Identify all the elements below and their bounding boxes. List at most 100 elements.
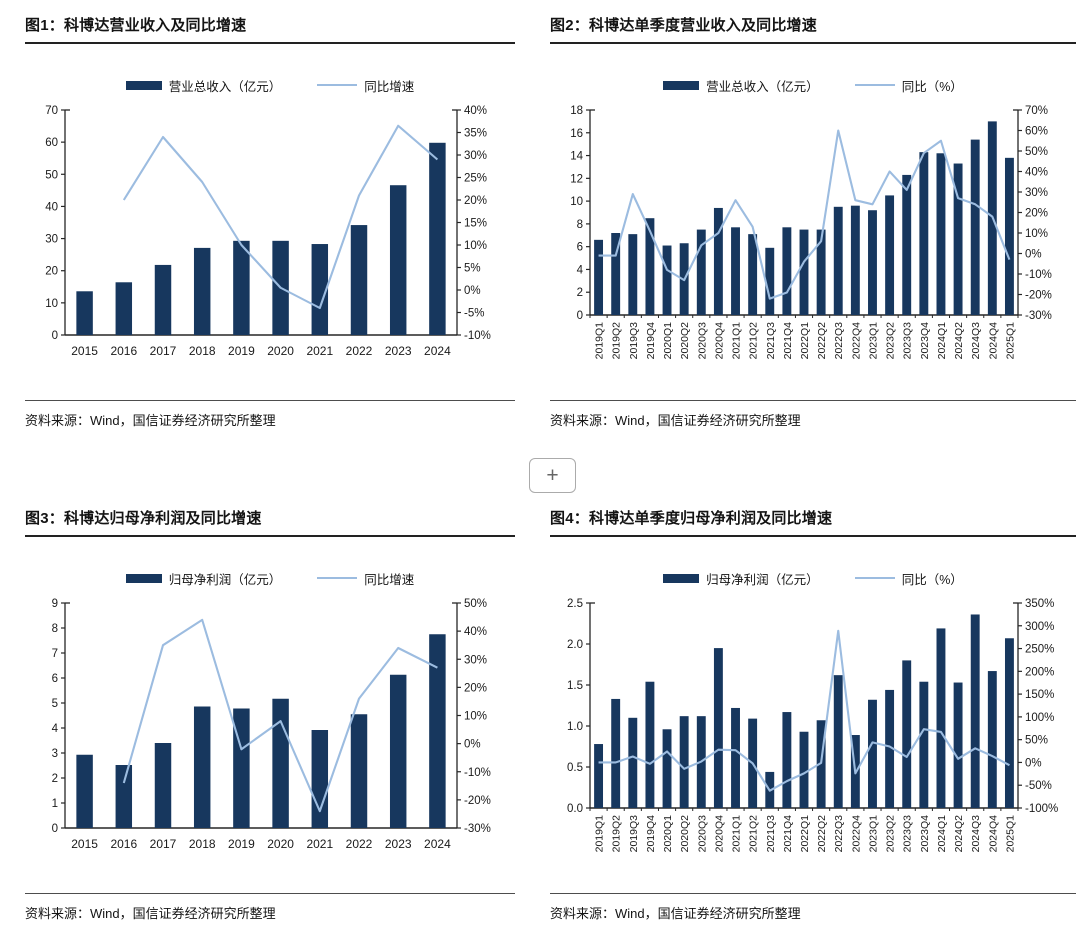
svg-text:-10%: -10%	[464, 767, 491, 779]
svg-text:2024Q4: 2024Q4	[987, 322, 999, 360]
svg-text:10%: 10%	[1025, 228, 1048, 240]
svg-text:6: 6	[577, 242, 583, 254]
svg-text:2024Q3: 2024Q3	[970, 322, 982, 360]
svg-text:16: 16	[570, 128, 583, 140]
svg-text:10%: 10%	[464, 240, 487, 252]
svg-text:8: 8	[577, 219, 583, 231]
svg-text:150%: 150%	[1025, 689, 1054, 701]
figure-2-legend: 营业总收入（亿元） 同比（%）	[550, 76, 1076, 94]
svg-text:2022Q4: 2022Q4	[850, 815, 862, 853]
svg-text:30%: 30%	[464, 654, 487, 666]
figure-1-chart: 0 10 20 30 40 50 60 70 -10% -5% 0% 5% 10% 15% 20% 25% 30…	[45, 105, 491, 358]
svg-text:250%: 250%	[1025, 644, 1054, 656]
figure-4-panel: 图4：科博达单季度归母净利润及同比增速 归母净利润（亿元） 同比（%） 0.0 0…	[550, 503, 1076, 922]
bar-series-swatch-icon	[663, 573, 700, 583]
svg-text:2023Q3: 2023Q3	[902, 322, 914, 360]
expand-plus-button[interactable]: +	[529, 458, 576, 493]
legend-item-line: 同比增速	[317, 76, 414, 95]
svg-text:-20%: -20%	[1025, 290, 1052, 302]
svg-text:40%: 40%	[1025, 167, 1048, 179]
line-series-swatch-icon	[317, 84, 358, 86]
figure-3-legend: 归母净利润（亿元） 同比增速	[25, 569, 515, 587]
svg-text:20%: 20%	[464, 195, 487, 207]
svg-text:10: 10	[45, 298, 58, 310]
figure-4-legend: 归母净利润（亿元） 同比（%）	[550, 569, 1076, 587]
figure-2-title: 图2：科博达单季度营业收入及同比增速	[550, 10, 1076, 44]
svg-text:60%: 60%	[1025, 126, 1048, 138]
svg-text:40: 40	[45, 201, 58, 213]
svg-text:50%: 50%	[464, 598, 487, 610]
legend-item-line: 同比（%）	[854, 569, 963, 588]
svg-text:0%: 0%	[464, 285, 481, 297]
svg-text:2022: 2022	[346, 837, 373, 851]
figure-2-chart: 0 2 4 6 8 10 12 14 16 18 -30% -20% -10% 0% 10% 20% 30% 40…	[570, 105, 1052, 360]
svg-text:2021Q3: 2021Q3	[765, 322, 777, 360]
svg-text:-10%: -10%	[464, 330, 491, 342]
line-series-label: 同比（%）	[901, 79, 963, 94]
svg-text:2015: 2015	[71, 344, 98, 358]
svg-text:1.5: 1.5	[567, 680, 583, 692]
svg-text:2020Q3: 2020Q3	[696, 322, 708, 360]
svg-text:0: 0	[52, 823, 58, 835]
svg-text:2021Q1: 2021Q1	[731, 322, 743, 360]
svg-text:10: 10	[570, 196, 583, 208]
figure-3-title: 图3：科博达归母净利润及同比增速	[25, 503, 515, 537]
svg-text:2022Q1: 2022Q1	[799, 322, 811, 360]
svg-text:2020Q3: 2020Q3	[696, 815, 708, 853]
svg-text:2016: 2016	[110, 837, 137, 851]
figure-1-legend: 营业总收入（亿元） 同比增速	[25, 76, 515, 94]
svg-text:-30%: -30%	[464, 823, 491, 835]
svg-text:2023: 2023	[385, 837, 412, 851]
line-series-label: 同比（%）	[901, 572, 963, 587]
svg-text:2020Q2: 2020Q2	[679, 322, 691, 360]
svg-text:2.5: 2.5	[567, 598, 583, 610]
svg-text:2020Q4: 2020Q4	[713, 815, 725, 853]
svg-text:2024: 2024	[424, 344, 451, 358]
svg-text:2019Q2: 2019Q2	[611, 815, 623, 853]
svg-text:2019Q3: 2019Q3	[628, 815, 640, 853]
svg-text:2024Q1: 2024Q1	[936, 322, 948, 360]
svg-text:40%: 40%	[464, 105, 487, 117]
svg-text:40%: 40%	[464, 626, 487, 638]
svg-text:1.0: 1.0	[567, 721, 583, 733]
svg-text:8: 8	[52, 623, 58, 635]
svg-text:2022Q3: 2022Q3	[833, 322, 845, 360]
svg-text:2015: 2015	[71, 837, 98, 851]
svg-text:0%: 0%	[464, 739, 481, 751]
svg-text:2: 2	[577, 287, 583, 299]
svg-text:-10%: -10%	[1025, 269, 1052, 281]
svg-text:20%: 20%	[464, 682, 487, 694]
svg-text:2023Q2: 2023Q2	[885, 322, 897, 360]
svg-text:2018: 2018	[189, 837, 216, 851]
legend-item-bar: 营业总收入（亿元）	[125, 76, 281, 95]
svg-text:2023Q3: 2023Q3	[902, 815, 914, 853]
svg-text:2023Q4: 2023Q4	[919, 815, 931, 853]
bar-series-label: 归母净利润（亿元）	[168, 572, 282, 587]
svg-text:-100%: -100%	[1025, 803, 1058, 815]
legend-item-bar: 归母净利润（亿元）	[663, 569, 819, 588]
svg-text:2023Q2: 2023Q2	[885, 815, 897, 853]
svg-text:2016: 2016	[110, 344, 137, 358]
svg-text:2021Q3: 2021Q3	[765, 815, 777, 853]
figure-1-panel: 图1：科博达营业收入及同比增速 营业总收入（亿元） 同比增速 0 10 20 30 40…	[25, 10, 515, 429]
svg-text:5: 5	[52, 698, 58, 710]
svg-text:2021: 2021	[306, 344, 333, 358]
svg-text:2018: 2018	[189, 344, 216, 358]
svg-text:0: 0	[577, 310, 583, 322]
svg-text:0.5: 0.5	[567, 762, 583, 774]
svg-text:2021: 2021	[306, 837, 333, 851]
svg-text:4: 4	[577, 264, 584, 276]
figure-4-chart: 0.0 0.5 1.0 1.5 2.0 2.5 -100% -50% 0% 50% 100% 150%…	[567, 598, 1058, 853]
svg-text:2021Q2: 2021Q2	[748, 815, 760, 853]
legend-item-bar: 营业总收入（亿元）	[663, 76, 819, 95]
svg-text:2021Q1: 2021Q1	[731, 815, 743, 853]
svg-text:2020Q1: 2020Q1	[662, 322, 674, 360]
bar-series-swatch-icon	[125, 80, 162, 90]
svg-text:2024: 2024	[424, 837, 451, 851]
bar-series-label: 营业总收入（亿元）	[706, 79, 819, 94]
figure-3-chart: 0 1 2 3 4 5 6 7 8 9 -30% -20% -10% 0% 10% 20% 30% 40% 50% 2…	[52, 598, 491, 851]
line-series-label: 同比增速	[364, 79, 415, 94]
svg-text:18: 18	[570, 105, 583, 117]
bar-series-label: 归母净利润（亿元）	[706, 572, 819, 587]
svg-text:30: 30	[45, 234, 58, 246]
